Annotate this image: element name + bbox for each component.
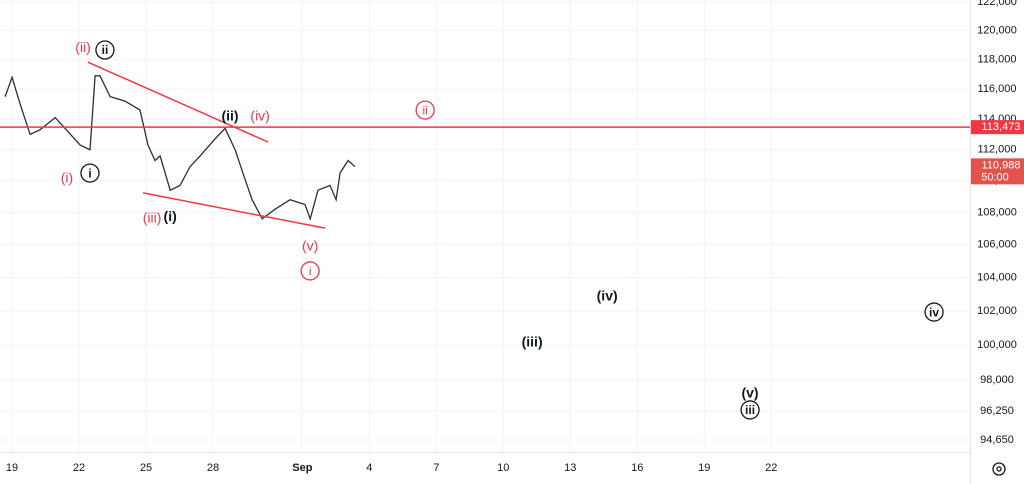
x-tick-label: 19 <box>6 462 18 474</box>
x-tick-label: 19 <box>698 462 710 474</box>
wave-label: (iv) <box>250 108 269 124</box>
y-tick-label: 100,000 <box>977 339 1017 351</box>
wave-label: i <box>309 264 312 278</box>
y-tick-label: 104,000 <box>977 271 1017 283</box>
plot: (ii) ii(i) i(iii) (i)(ii) (iv)(v)iii(iv)(iii… <box>0 39 970 420</box>
x-tick-label: 22 <box>73 462 85 474</box>
settings-button[interactable] <box>992 462 1006 476</box>
x-tick-label: 10 <box>497 462 509 474</box>
x-tick-label: Sep <box>292 462 312 474</box>
wave-label: ii <box>422 103 427 117</box>
y-tick-label: 96,250 <box>980 405 1014 417</box>
x-tick-label: 28 <box>207 462 219 474</box>
wave-label: (v) <box>741 385 758 401</box>
wave-label: (ii) <box>75 39 91 55</box>
price-label-countdown: 50:00 <box>981 171 1009 183</box>
wave-label-circle <box>80 163 100 183</box>
y-tick-label: 122,000 <box>977 0 1017 8</box>
wave-label: iv <box>929 305 939 319</box>
x-tick-label: 22 <box>765 462 777 474</box>
axes: 122,000120,000118,000116,000114,000112,0… <box>6 0 1024 474</box>
y-tick-label: 120,000 <box>977 25 1017 37</box>
wave-label: (v) <box>302 238 318 254</box>
x-tick-label: 7 <box>433 462 439 474</box>
y-tick-label: 116,000 <box>978 83 1017 95</box>
trendline <box>142 192 326 229</box>
wave-label: (iii) <box>522 334 543 350</box>
y-tick-label: 98,000 <box>980 374 1014 386</box>
x-tick-label: 16 <box>631 462 643 474</box>
wave-label-circle <box>740 400 760 420</box>
y-tick-label: 94,650 <box>980 434 1014 446</box>
settings-icon-center[interactable] <box>996 466 1002 472</box>
x-tick-label: 25 <box>140 462 152 474</box>
wave-label: (iv) <box>597 288 618 304</box>
price-line <box>4 75 356 221</box>
price-label-box <box>971 158 1024 185</box>
wave-label-circle <box>924 302 944 322</box>
x-tick-label: 4 <box>366 462 372 474</box>
wave-label: ii <box>102 43 109 57</box>
y-tick-label: 108,000 <box>977 206 1017 218</box>
price-label: 110,988 <box>982 159 1021 171</box>
trendline <box>87 61 269 143</box>
price-label-box <box>971 120 1024 135</box>
wave-label: (i) <box>61 170 73 186</box>
wave-label-circle <box>300 261 320 281</box>
y-tick-label: 102,000 <box>977 305 1017 317</box>
settings-icon[interactable] <box>992 462 1006 476</box>
grid <box>0 0 970 452</box>
wave-label: i <box>88 166 91 180</box>
wave-label-circle <box>95 40 115 60</box>
wave-label: (ii) <box>221 108 238 124</box>
x-tick-label: 13 <box>564 462 576 474</box>
price-label: 113,473 <box>982 121 1021 133</box>
wave-label: (iii) <box>143 210 162 226</box>
y-tick-label: 118,000 <box>978 54 1017 66</box>
wave-label: (i) <box>164 208 177 224</box>
wave-label-circle <box>415 100 435 120</box>
y-tick-label: 112,000 <box>978 144 1017 156</box>
y-tick-label: 106,000 <box>977 239 1017 251</box>
wave-label: iii <box>745 403 755 417</box>
